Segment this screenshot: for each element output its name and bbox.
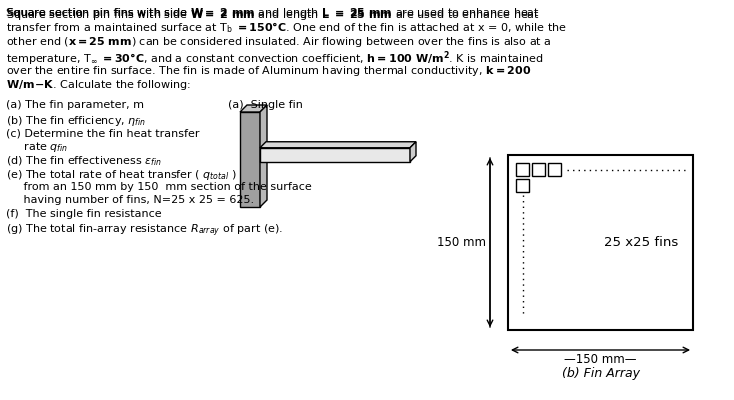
Polygon shape	[240, 105, 267, 112]
Text: Square section pin fins with side $\mathbf{W=\ 2\ mm}$ and length $\mathbf{L\ =\: Square section pin fins with side $\math…	[6, 8, 540, 22]
Text: $\mathbf{W/m\!-\!K}$. Calculate the following:: $\mathbf{W/m\!-\!K}$. Calculate the foll…	[6, 78, 192, 92]
Polygon shape	[260, 105, 267, 207]
Text: other end ($\mathbf{x = 25\ mm}$) can be considered insulated. Air flowing betwe: other end ($\mathbf{x = 25\ mm}$) can be…	[6, 35, 552, 49]
Polygon shape	[410, 142, 416, 162]
Text: transfer from a maintained surface at $\mathrm{T_b}$ $\mathbf{= 150°C}$. One end: transfer from a maintained surface at $\…	[6, 20, 567, 35]
Text: rate $q_{fin}$: rate $q_{fin}$	[6, 140, 68, 154]
Text: (e) The total rate of heat transfer ( $q_{total}$ ): (e) The total rate of heat transfer ( $q…	[6, 168, 237, 182]
Bar	[532, 163, 545, 176]
Text: (a)  Single fin: (a) Single fin	[228, 100, 303, 110]
Text: (f)  The single fin resistance: (f) The single fin resistance	[6, 209, 161, 219]
Text: temperature, $\mathrm{T_\infty}$ $\mathbf{= 30°C}$, and a constant convection co: temperature, $\mathrm{T_\infty}$ $\mathb…	[6, 50, 543, 68]
Text: (c) Determine the fin heat transfer: (c) Determine the fin heat transfer	[6, 128, 200, 138]
Text: (b) Fin Array: (b) Fin Array	[562, 367, 639, 380]
Polygon shape	[260, 142, 416, 148]
Text: having number of fins, N=25 x 25 = 625.: having number of fins, N=25 x 25 = 625.	[6, 195, 254, 205]
Bar	[260, 148, 410, 162]
Text: 25 x25 fins: 25 x25 fins	[604, 236, 678, 249]
Bar	[548, 163, 561, 176]
Text: Square section pin fins with side $\mathbf{W=\ 2\ mm}$ and length $\mathbf{L\ =\: Square section pin fins with side $\math…	[6, 6, 540, 20]
Text: (b) The fin efficiency, $\eta_{fin}$: (b) The fin efficiency, $\eta_{fin}$	[6, 114, 146, 128]
Text: —150 mm—: —150 mm—	[564, 353, 637, 366]
Text: 150 mm: 150 mm	[437, 236, 486, 249]
Bar	[240, 112, 260, 207]
Bar	[508, 155, 693, 330]
Text: Square section pin fins with side: Square section pin fins with side	[6, 8, 191, 18]
Bar	[516, 179, 529, 192]
Text: from an 150 mm by 150  mm section of the surface: from an 150 mm by 150 mm section of the …	[6, 182, 312, 192]
Text: (a) The fin parameter, m: (a) The fin parameter, m	[6, 100, 144, 110]
Text: (d) The fin effectiveness $\varepsilon_{fin}$: (d) The fin effectiveness $\varepsilon_{…	[6, 154, 162, 168]
Text: (g) The total fin-array resistance $R_{array}$ of part (e).: (g) The total fin-array resistance $R_{a…	[6, 223, 283, 239]
Bar	[516, 163, 529, 176]
Text: over the entire fin surface. The fin is made of Aluminum having thermal conducti: over the entire fin surface. The fin is …	[6, 64, 531, 78]
